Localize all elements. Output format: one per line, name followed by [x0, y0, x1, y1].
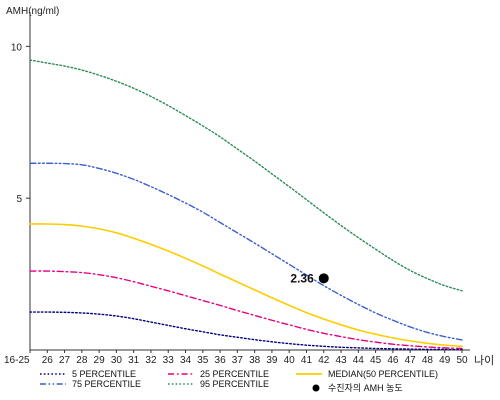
x-axis-title: 나이 — [474, 354, 494, 367]
legend-label: MEDIAN(50 PERCENTILE) — [328, 369, 438, 379]
x-tick-label: 31 — [128, 355, 140, 366]
x-tick-label: 50 — [456, 355, 468, 366]
legend-label: 5 PERCENTILE — [72, 369, 136, 379]
x-tick-label: 47 — [405, 355, 417, 366]
series-line-25-percentile — [29, 270, 463, 350]
axes — [29, 12, 470, 351]
x-tick-label: 29 — [94, 355, 106, 366]
x-tick-label: 38 — [249, 355, 261, 366]
x-tick-label: 39 — [266, 355, 278, 366]
x-tick-label: 36 — [215, 355, 227, 366]
x-tick-label: 35 — [197, 355, 209, 366]
legend-label: 95 PERCENTILE — [200, 379, 269, 389]
series-line-5-percentile — [29, 311, 463, 351]
x-tick-label: 42 — [318, 355, 330, 366]
x-tick-label: 30 — [111, 355, 123, 366]
legend-label-patient: 수진자의 AMH 농도 — [328, 383, 403, 393]
legend: 5 PERCENTILE 25 PERCENTILE MEDIAN(50 PERCE… — [40, 369, 438, 393]
x-tick-label: 43 — [335, 355, 347, 366]
legend-swatch-patient — [312, 384, 320, 392]
patient-value-label: 2.36 — [290, 271, 314, 285]
x-tick-label: 16-25 — [4, 355, 30, 366]
x-tick-label: 49 — [439, 355, 451, 366]
x-tick-label: 41 — [301, 355, 313, 366]
series-line-75-percentile — [29, 162, 463, 341]
x-tick-label: 45 — [370, 355, 382, 366]
x-tick-label: 37 — [232, 355, 244, 366]
x-tick-label: 32 — [145, 355, 157, 366]
patient-marker — [318, 273, 329, 284]
patient-marker-group: 2.36 — [290, 271, 329, 285]
x-tick-label: 33 — [163, 355, 175, 366]
x-tick-label: 48 — [422, 355, 434, 366]
tick-labels: 5 10 16-25 26 27 28 29 30 31 32 33 34 35 36 37 38 39 40 41… — [4, 42, 468, 366]
legend-label: 25 PERCENTILE — [200, 369, 269, 379]
series-lines — [29, 59, 463, 351]
x-tick-label: 40 — [284, 355, 296, 366]
x-tick-label: 28 — [76, 355, 88, 366]
series-line-median-50-percentile — [29, 223, 463, 348]
x-tick-label: 44 — [353, 355, 365, 366]
y-tick-label: 5 — [16, 194, 22, 205]
y-tick-label: 10 — [11, 42, 23, 53]
x-tick-label: 27 — [59, 355, 71, 366]
x-tick-label: 34 — [180, 355, 192, 366]
x-tick-label: 46 — [387, 355, 399, 366]
legend-label: 75 PERCENTILE — [72, 379, 141, 389]
series-line-95-percentile — [29, 59, 463, 292]
y-axis-title: AMH(ng/ml) — [6, 6, 59, 17]
x-tick-label: 26 — [42, 355, 54, 366]
